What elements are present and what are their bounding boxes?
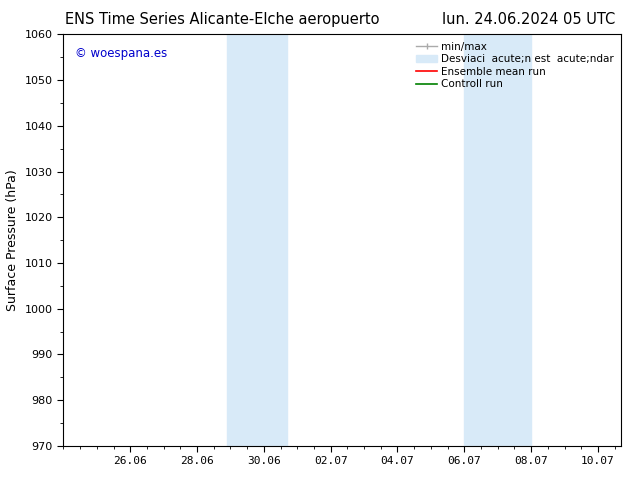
- Bar: [464, 34, 531, 446]
- Y-axis label: Surface Pressure (hPa): Surface Pressure (hPa): [6, 169, 19, 311]
- Text: © woespana.es: © woespana.es: [75, 47, 167, 60]
- Legend: min/max, Desviaci  acute;n est  acute;ndar, Ensemble mean run, Controll run: min/max, Desviaci acute;n est acute;ndar…: [414, 40, 616, 92]
- Text: lun. 24.06.2024 05 UTC: lun. 24.06.2024 05 UTC: [442, 12, 615, 27]
- Text: ENS Time Series Alicante-Elche aeropuerto: ENS Time Series Alicante-Elche aeropuert…: [65, 12, 379, 27]
- Bar: [227, 34, 287, 446]
